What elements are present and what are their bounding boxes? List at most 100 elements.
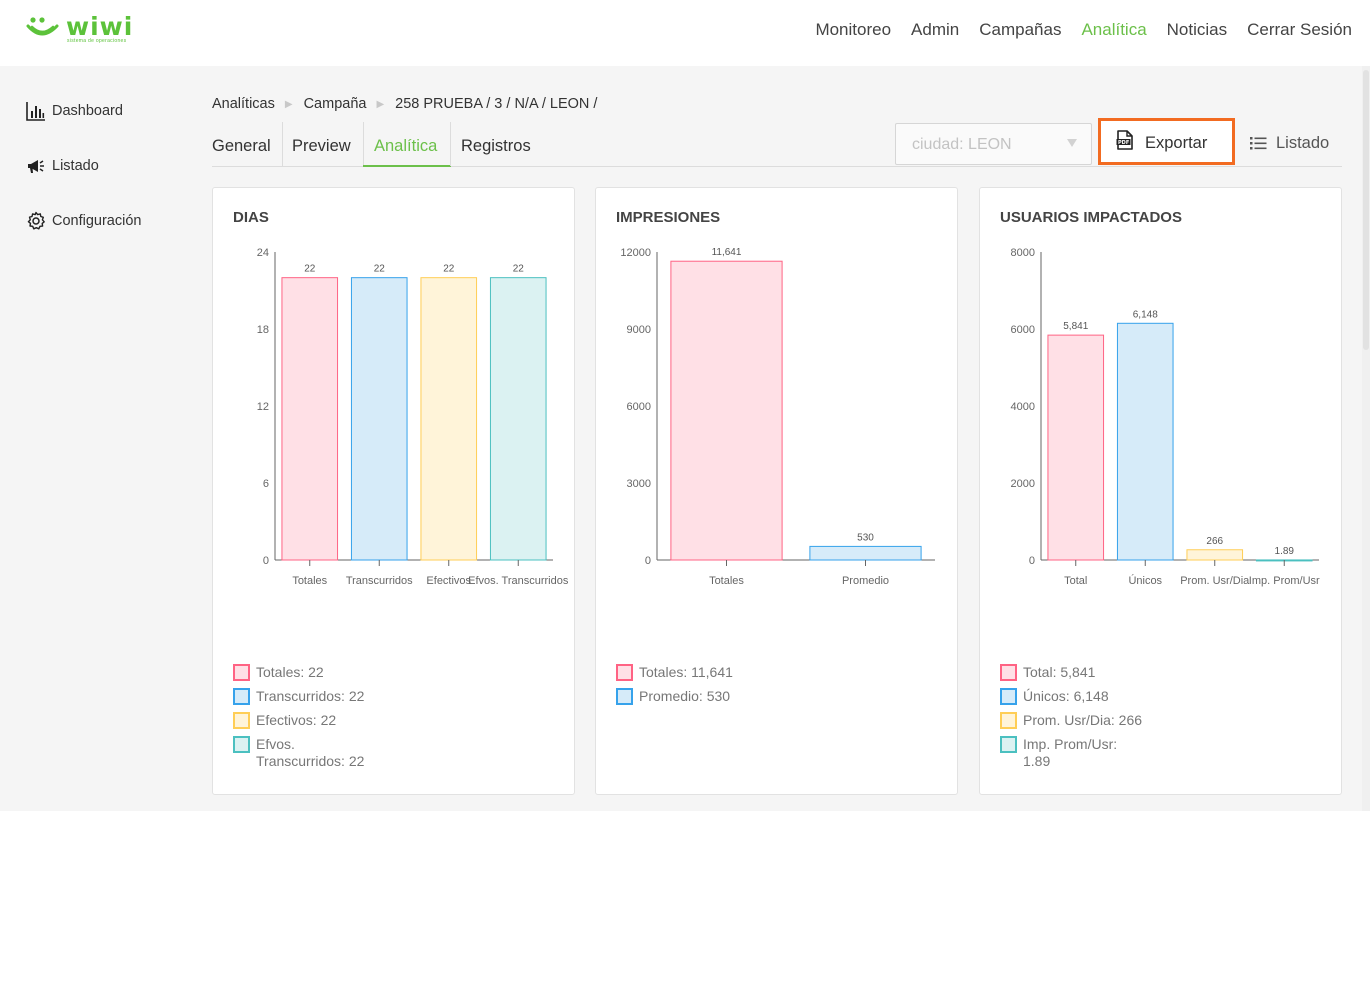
legend-label: Efvos. Transcurridos: 22	[256, 736, 365, 769]
breadcrumb: Analíticas ▶ Campaña ▶ 258 PRUEBA / 3 / …	[212, 96, 597, 112]
legend-item[interactable]: Únicos: 6,148	[1000, 688, 1330, 705]
legend-item[interactable]: Totales: 11,641	[616, 664, 946, 681]
legend-item[interactable]: Transcurridos: 22	[233, 688, 563, 705]
legend-label: Transcurridos: 22	[256, 688, 365, 704]
scrollbar[interactable]	[1362, 66, 1370, 811]
tab-divider	[282, 122, 283, 166]
y-tick-label: 24	[257, 247, 269, 259]
legend-swatch	[233, 664, 250, 681]
card-title: USUARIOS IMPACTADOS	[1000, 209, 1182, 226]
legend-label: Imp. Prom/Usr: 1.89	[1023, 736, 1118, 769]
bar	[1047, 334, 1105, 561]
nav-analitica[interactable]: Analítica	[1081, 20, 1147, 39]
y-tick-label: 3000	[627, 478, 651, 490]
y-tick-label: 0	[1029, 555, 1035, 567]
svg-text:PDF: PDF	[1118, 140, 1129, 146]
legend-swatch	[1000, 712, 1017, 729]
y-tick-label: 8000	[1011, 247, 1035, 259]
export-label: Exportar	[1145, 134, 1208, 152]
x-tick-label: Únicos	[1128, 574, 1162, 587]
legend: Total: 5,841 Únicos: 6,148 Prom. Usr/Dia: …	[1000, 664, 1330, 777]
bar	[420, 277, 478, 561]
bar	[1186, 549, 1244, 561]
wifi-smile-icon	[26, 17, 59, 36]
legend-swatch	[233, 736, 250, 753]
bar	[350, 277, 408, 561]
sidebar-item-dashboard[interactable]: Dashboard	[26, 98, 141, 124]
bar-value-label: 22	[443, 264, 455, 275]
x-tick-label: Imp. Prom/Usr	[1249, 575, 1320, 587]
chevron-down-icon	[1067, 139, 1077, 147]
legend-item[interactable]: Efectivos: 22	[233, 712, 563, 729]
legend-label: Efectivos: 22	[256, 712, 337, 728]
x-tick-label: Total	[1064, 575, 1087, 587]
bar	[281, 277, 339, 561]
card-impresiones: IMPRESIONES 0 3000 6000 9000 12000 11,641 Tota…	[595, 187, 958, 795]
y-tick-label: 6000	[1011, 324, 1035, 336]
nav-cerrar-sesion[interactable]: Cerrar Sesión	[1247, 20, 1352, 39]
listado-button[interactable]: Listado	[1250, 134, 1329, 153]
sidebar-item-listado[interactable]: Listado	[26, 153, 141, 179]
breadcrumb-analiticas[interactable]: Analíticas	[212, 96, 275, 112]
tab-divider	[450, 122, 451, 166]
legend-swatch	[1000, 664, 1017, 681]
card-usuarios-impactados: USUARIOS IMPACTADOS 0 2000 4000 6000 8000 5,8…	[979, 187, 1342, 795]
wiwi-logo[interactable]: wiwi sistema de operaciones	[26, 12, 136, 48]
bar-value-label: 6,148	[1133, 309, 1158, 320]
x-tick-label: Totales	[709, 575, 744, 587]
tab-preview[interactable]: Preview	[292, 137, 351, 155]
megaphone-icon	[28, 160, 44, 173]
y-tick-label: 2000	[1011, 478, 1035, 490]
bar	[670, 260, 783, 561]
tab-registros[interactable]: Registros	[461, 137, 531, 155]
sidebar-label-listado: Listado	[52, 158, 99, 174]
brand-tagline: sistema de operaciones	[67, 38, 127, 44]
legend-item[interactable]: Imp. Prom/Usr: 1.89	[1000, 736, 1330, 770]
nav-monitoreo[interactable]: Monitoreo	[815, 20, 892, 39]
bar-value-label: 11,641	[712, 247, 742, 258]
bar-value-label: 1.89	[1275, 546, 1295, 557]
chart-usuarios-impactados: 0 2000 4000 6000 8000 5,841 Total 6,148 Únicos 26…	[1011, 247, 1321, 587]
y-tick-label: 12000	[620, 247, 651, 259]
y-tick-label: 0	[263, 555, 269, 567]
sidebar: Dashboard Listado Configuración	[26, 98, 141, 263]
tab-general[interactable]: General	[212, 137, 271, 155]
listado-label: Listado	[1276, 134, 1330, 152]
legend-item[interactable]: Totales: 22	[233, 664, 563, 681]
legend-swatch	[233, 688, 250, 705]
main-nav: Monitoreo Admin Campañas Analítica Notic…	[815, 20, 1352, 40]
card-title: IMPRESIONES	[616, 209, 721, 226]
legend-item[interactable]: Efvos. Transcurridos: 22	[233, 736, 563, 770]
y-tick-label: 12	[257, 401, 269, 413]
export-button[interactable]: PDF Exportar	[1098, 118, 1235, 165]
city-select[interactable]: ciudad: LEON	[895, 123, 1092, 165]
sidebar-item-configuracion[interactable]: Configuración	[26, 208, 141, 234]
nav-noticias[interactable]: Noticias	[1166, 20, 1228, 39]
tab-analitica[interactable]: Analítica	[363, 122, 451, 167]
bar	[489, 277, 547, 561]
card-dias: DIAS 0 6 12 18 24 22 Totales 22 Transcurridos 22 E…	[212, 187, 575, 795]
tab-divider	[363, 122, 364, 166]
nav-campanas[interactable]: Campañas	[979, 20, 1062, 39]
y-tick-label: 4000	[1011, 401, 1035, 413]
breadcrumb-campana[interactable]: Campaña	[303, 96, 367, 112]
nav-admin[interactable]: Admin	[911, 20, 960, 39]
x-tick-label: Efectivos	[426, 575, 471, 587]
bar-value-label: 5,841	[1063, 321, 1088, 332]
scrollbar-thumb[interactable]	[1363, 70, 1369, 350]
legend-item[interactable]: Prom. Usr/Dia: 266	[1000, 712, 1330, 729]
legend-item[interactable]: Total: 5,841	[1000, 664, 1330, 681]
city-select-value: ciudad: LEON	[912, 136, 1012, 153]
sidebar-label-configuracion: Configuración	[52, 213, 142, 229]
legend-label: Totales: 22	[256, 664, 324, 680]
legend-item[interactable]: Promedio: 530	[616, 688, 946, 705]
bar-value-label: 22	[374, 264, 386, 275]
pdf-file-icon: PDF	[1116, 130, 1133, 150]
y-tick-label: 6	[263, 478, 269, 490]
y-tick-label: 9000	[627, 324, 651, 336]
bar-value-label: 22	[304, 264, 316, 275]
x-tick-label: Prom. Usr/Dia	[1180, 575, 1250, 587]
bar-value-label: 266	[1206, 536, 1223, 547]
tab-bar: General Preview Analítica Registros	[212, 122, 1342, 167]
legend-label: Prom. Usr/Dia: 266	[1023, 712, 1143, 728]
